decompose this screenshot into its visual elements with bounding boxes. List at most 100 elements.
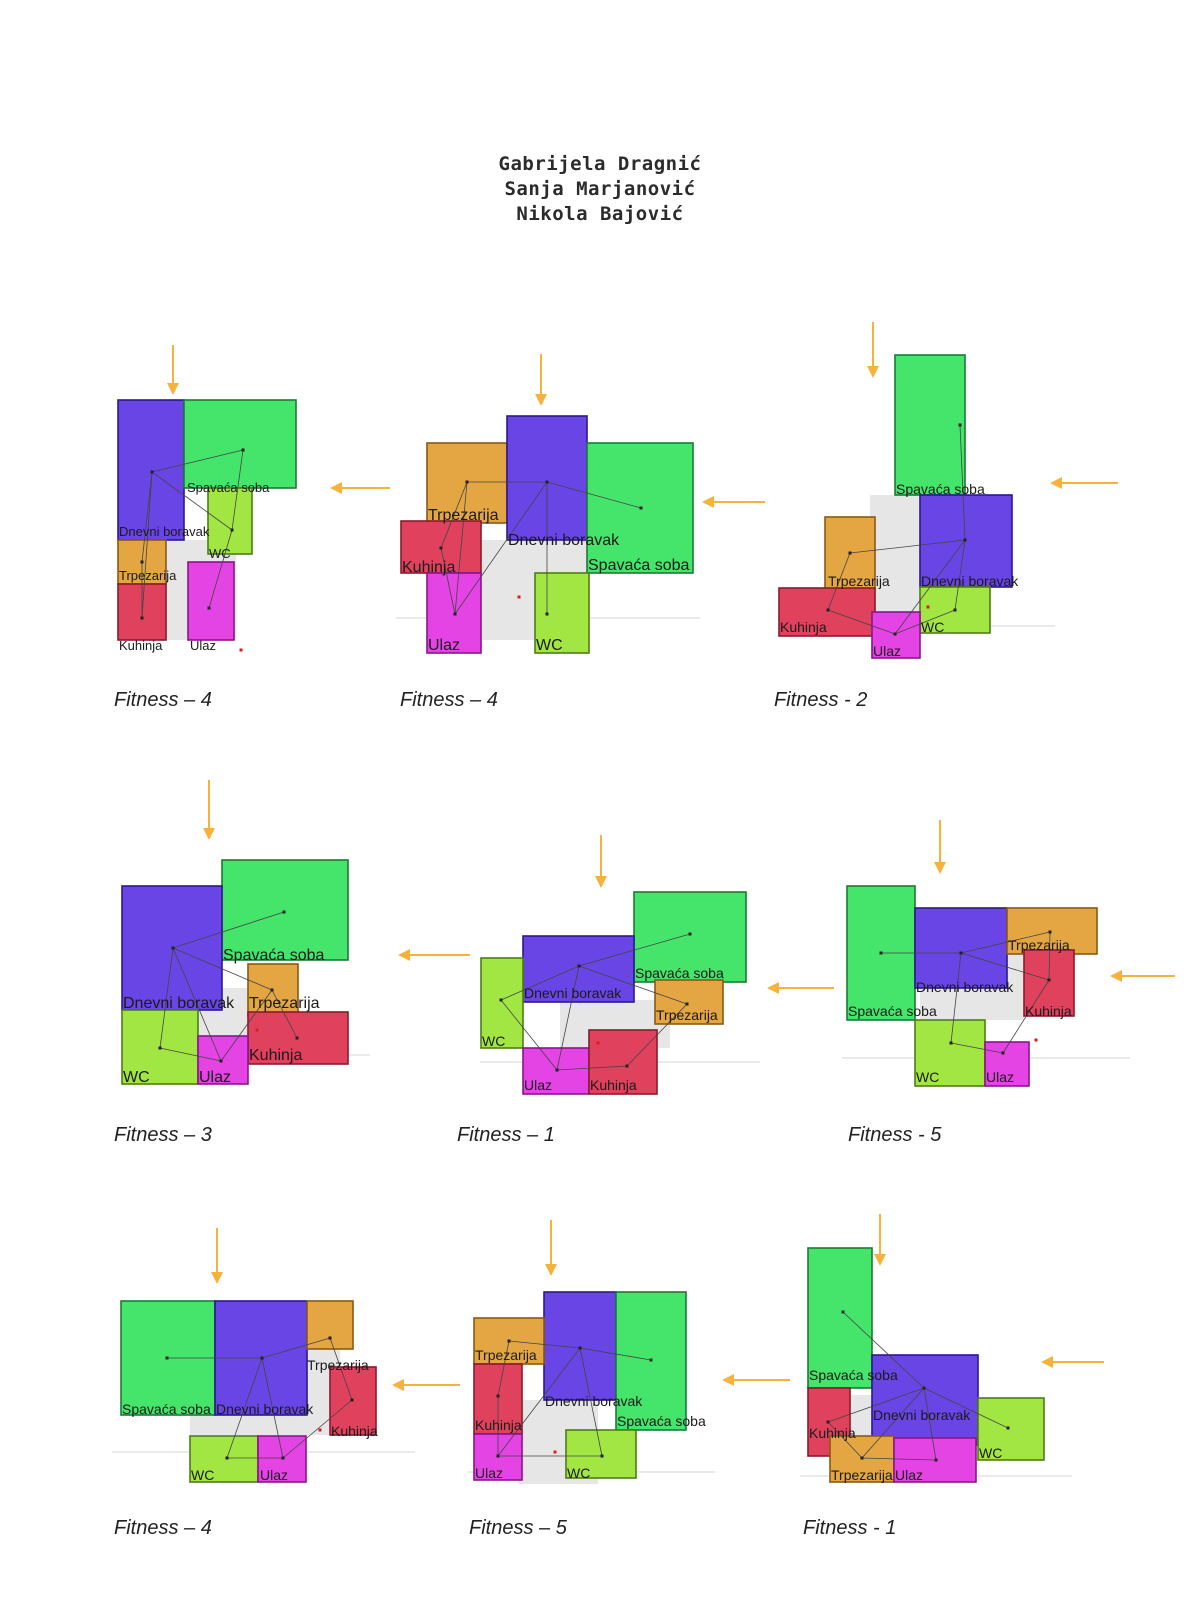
room-label-kitchen: Kuhinja bbox=[331, 1423, 378, 1439]
floor-plan-3: Spavaća soba Dnevni boravak Trpezarija Kuhi… bbox=[778, 354, 1055, 659]
room-bedroom bbox=[183, 399, 297, 489]
marker-point bbox=[255, 1028, 259, 1032]
floor-plan-7: Spavaća soba Dnevni boravak Trpezarija Kuhi… bbox=[112, 1300, 415, 1483]
room-label-entrance: Ulaz bbox=[428, 637, 460, 654]
adjacency-line bbox=[159, 1047, 222, 1062]
adjacency-line bbox=[220, 989, 273, 1062]
adjacency-line bbox=[282, 1399, 353, 1459]
room-center-point bbox=[578, 1346, 582, 1350]
room-bedroom bbox=[586, 442, 694, 574]
room-dining bbox=[1006, 907, 1098, 955]
direction-arrow bbox=[874, 1214, 886, 1266]
room-center-point bbox=[496, 1454, 500, 1458]
adjacency-line bbox=[226, 1357, 263, 1459]
room-label-kitchen: Kuhinja bbox=[119, 638, 163, 653]
room-center-point bbox=[958, 423, 962, 427]
direction-arrow bbox=[767, 982, 834, 994]
adjacency-line bbox=[261, 1337, 331, 1359]
room-center-point bbox=[1047, 978, 1051, 982]
marker-point bbox=[1034, 1038, 1038, 1042]
room-label-bedroom: Spavaća soba bbox=[223, 947, 325, 964]
room-center-point bbox=[545, 612, 549, 616]
room-label-wc: WC bbox=[567, 1465, 590, 1481]
adjacency-line bbox=[626, 1003, 688, 1067]
adjacency-line bbox=[894, 609, 956, 635]
room-label-dining: Trpezarija bbox=[828, 573, 890, 589]
adjacency-line bbox=[960, 931, 1051, 954]
room-center-point bbox=[328, 1336, 332, 1340]
direction-arrow bbox=[1050, 477, 1118, 489]
adjacency-line bbox=[579, 1347, 603, 1457]
floor-plan-2: Trpezarija Dnevni boravak Spavaća soba Kuhi… bbox=[396, 415, 700, 654]
adjacency-line bbox=[1048, 931, 1051, 981]
room-label-wc: WC bbox=[979, 1445, 1002, 1461]
room-dining bbox=[654, 979, 724, 1025]
adjacency-line bbox=[141, 471, 153, 563]
room-center-point bbox=[848, 551, 852, 555]
room-living bbox=[914, 907, 1008, 989]
room-label-wc: WC bbox=[191, 1467, 214, 1483]
room-label-living: Dnevni boravak bbox=[508, 532, 620, 549]
adjacency-line bbox=[151, 471, 233, 531]
author-2: Sanja Marjanović bbox=[504, 178, 696, 200]
room-label-wc: WC bbox=[916, 1069, 939, 1085]
adjacency-line bbox=[440, 547, 456, 615]
floor-plan-6: Spavaća soba Dnevni boravak Trpezarija Kuhi… bbox=[842, 885, 1130, 1087]
room-label-kitchen: Kuhinja bbox=[590, 1077, 637, 1093]
room-label-bedroom: Spavaća soba bbox=[122, 1401, 211, 1417]
marker-point bbox=[318, 1428, 322, 1432]
room-bedroom bbox=[807, 1247, 873, 1389]
room-center-point bbox=[219, 1059, 223, 1063]
room-label-dining: Trpezarija bbox=[428, 507, 499, 524]
fitness-label-6: Fitness - 5 bbox=[848, 1124, 942, 1146]
room-center-point bbox=[841, 1310, 845, 1314]
direction-arrow bbox=[1110, 970, 1175, 982]
adjacency-line bbox=[454, 481, 548, 615]
room-center-point bbox=[826, 608, 830, 612]
room-bedroom bbox=[894, 354, 966, 496]
room-center-point bbox=[465, 480, 469, 484]
room-living bbox=[543, 1291, 617, 1401]
direction-arrow bbox=[203, 780, 215, 840]
corridor-area bbox=[870, 495, 920, 625]
adjacency-line bbox=[923, 1387, 1009, 1429]
room-label-living: Dnevni boravak bbox=[873, 1407, 971, 1423]
adjacency-line bbox=[894, 539, 966, 635]
room-bedroom bbox=[221, 859, 349, 961]
direction-arrow bbox=[722, 1374, 790, 1386]
room-center-point bbox=[453, 612, 457, 616]
room-wc bbox=[207, 487, 253, 555]
direction-arrow bbox=[702, 496, 765, 508]
room-center-point bbox=[225, 1456, 229, 1460]
room-wc bbox=[480, 957, 524, 1049]
room-label-dining: Trpezarija bbox=[475, 1347, 537, 1363]
adjacency-line bbox=[954, 539, 966, 611]
direction-arrow bbox=[167, 345, 179, 395]
room-center-point bbox=[959, 951, 963, 955]
room-label-bedroom: Spavaća soba bbox=[617, 1413, 706, 1429]
adjacency-line bbox=[579, 1347, 652, 1361]
adjacency-line bbox=[172, 947, 222, 1062]
room-center-point bbox=[439, 546, 443, 550]
adjacency-line bbox=[861, 1387, 925, 1459]
marker-point bbox=[517, 595, 521, 599]
room-wc bbox=[565, 1429, 637, 1479]
fitness-label-8: Fitness – 5 bbox=[469, 1517, 567, 1539]
room-center-point bbox=[499, 998, 503, 1002]
room-center-point bbox=[140, 616, 144, 620]
adjacency-line bbox=[849, 539, 966, 554]
adjacency-line bbox=[440, 481, 468, 549]
room-label-bedroom: Spavaća soba bbox=[187, 480, 270, 495]
direction-arrow bbox=[330, 482, 390, 494]
room-center-point bbox=[555, 1068, 559, 1072]
fitness-label-3: Fitness - 2 bbox=[774, 689, 868, 711]
room-center-point bbox=[496, 1394, 500, 1398]
room-label-bedroom: Spavaća soba bbox=[848, 1003, 937, 1019]
marker-point bbox=[596, 1041, 600, 1045]
adjacency-line bbox=[141, 471, 153, 619]
room-label-wc: WC bbox=[482, 1033, 505, 1049]
fitness-label-7: Fitness – 4 bbox=[114, 1517, 212, 1539]
direction-arrow bbox=[392, 1379, 460, 1391]
room-label-kitchen: Kuhinja bbox=[780, 619, 827, 635]
